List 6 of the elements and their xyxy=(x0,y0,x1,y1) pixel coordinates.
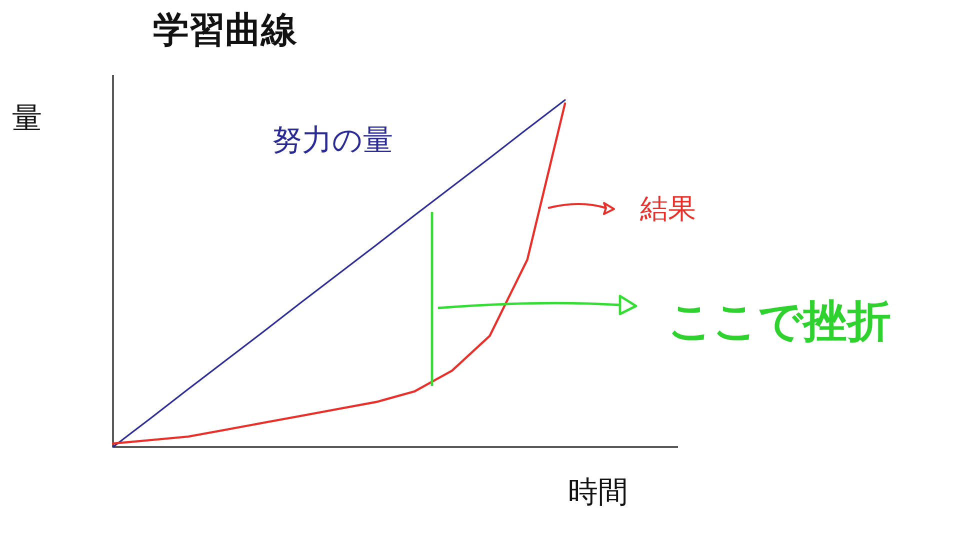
series-label: 努力の量 xyxy=(272,123,393,158)
x-axis-title: 時間 xyxy=(568,475,628,510)
annotation: ここで挫折 xyxy=(668,296,891,347)
y-axis-title: 量 xyxy=(12,101,42,136)
chart-title: 学習曲線 xyxy=(153,10,298,51)
legend-label: 結果 xyxy=(639,192,696,225)
